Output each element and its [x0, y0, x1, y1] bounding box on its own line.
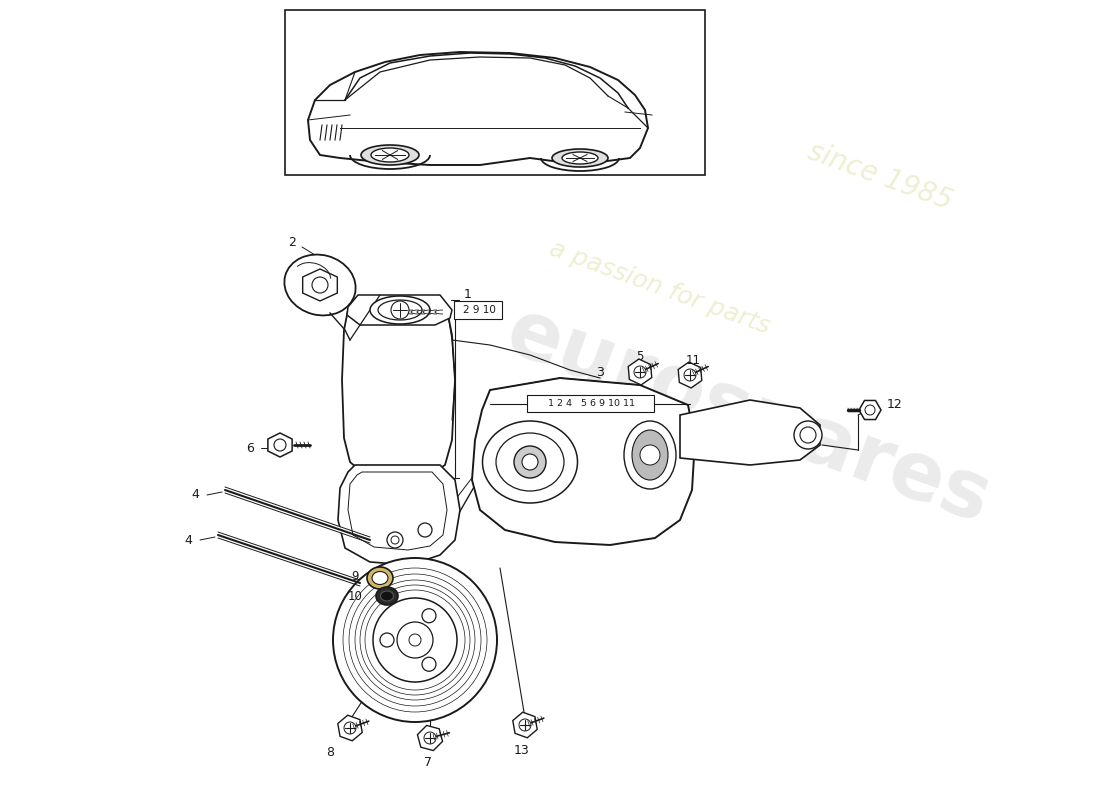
Text: 1: 1: [464, 287, 472, 301]
Ellipse shape: [378, 300, 422, 320]
Text: 2 9 10: 2 9 10: [463, 305, 495, 315]
Text: 5: 5: [636, 350, 644, 362]
Circle shape: [274, 439, 286, 451]
Ellipse shape: [632, 430, 668, 480]
Circle shape: [640, 445, 660, 465]
Polygon shape: [417, 726, 442, 750]
Ellipse shape: [381, 591, 394, 601]
Polygon shape: [680, 400, 820, 465]
Circle shape: [865, 405, 874, 415]
Circle shape: [800, 427, 816, 443]
Circle shape: [312, 277, 328, 293]
Text: 11: 11: [685, 354, 701, 366]
Polygon shape: [268, 433, 293, 457]
Polygon shape: [859, 401, 881, 419]
Polygon shape: [472, 378, 695, 545]
Circle shape: [794, 421, 822, 449]
Polygon shape: [346, 295, 452, 325]
Circle shape: [424, 732, 436, 744]
Text: 1 2 4   5 6 9 10 11: 1 2 4 5 6 9 10 11: [548, 399, 635, 409]
Circle shape: [522, 454, 538, 470]
Text: 4: 4: [191, 489, 199, 502]
Bar: [285, 10, 705, 175]
Circle shape: [373, 598, 456, 682]
Circle shape: [390, 301, 409, 319]
Text: 8: 8: [326, 746, 334, 758]
Polygon shape: [348, 472, 447, 550]
Text: 12: 12: [887, 398, 903, 411]
FancyBboxPatch shape: [527, 395, 654, 412]
Text: eurospares: eurospares: [495, 292, 1001, 540]
Circle shape: [387, 532, 403, 548]
Ellipse shape: [483, 421, 578, 503]
Circle shape: [514, 446, 546, 478]
Polygon shape: [338, 465, 460, 565]
Circle shape: [422, 609, 436, 622]
Ellipse shape: [376, 587, 398, 605]
Polygon shape: [338, 715, 362, 741]
Polygon shape: [342, 300, 455, 478]
Ellipse shape: [372, 571, 388, 585]
Text: 10: 10: [348, 590, 362, 602]
Text: 13: 13: [514, 743, 530, 757]
Polygon shape: [628, 359, 652, 385]
Ellipse shape: [552, 149, 608, 167]
Circle shape: [379, 633, 394, 647]
Ellipse shape: [367, 567, 393, 589]
Text: 7: 7: [424, 755, 432, 769]
Ellipse shape: [496, 433, 564, 491]
Text: 6: 6: [246, 442, 254, 454]
Ellipse shape: [624, 421, 676, 489]
Text: a passion for parts: a passion for parts: [547, 237, 773, 339]
Polygon shape: [513, 712, 537, 738]
Ellipse shape: [361, 145, 419, 165]
Polygon shape: [679, 362, 702, 388]
Text: 4: 4: [184, 534, 191, 546]
Circle shape: [418, 523, 432, 537]
Circle shape: [422, 658, 436, 671]
Polygon shape: [302, 269, 338, 301]
Text: 9: 9: [351, 570, 359, 583]
Text: 2: 2: [288, 237, 296, 250]
Circle shape: [344, 722, 356, 734]
Circle shape: [397, 622, 433, 658]
Circle shape: [409, 634, 421, 646]
Text: 3: 3: [596, 366, 604, 379]
Circle shape: [634, 366, 646, 378]
Circle shape: [684, 369, 696, 381]
Polygon shape: [308, 52, 648, 165]
Circle shape: [390, 536, 399, 544]
Circle shape: [519, 719, 531, 731]
Circle shape: [333, 558, 497, 722]
Text: since 1985: since 1985: [804, 137, 956, 215]
FancyBboxPatch shape: [454, 301, 502, 319]
Ellipse shape: [371, 148, 409, 162]
Ellipse shape: [562, 152, 598, 164]
Ellipse shape: [370, 296, 430, 324]
Ellipse shape: [285, 254, 355, 315]
